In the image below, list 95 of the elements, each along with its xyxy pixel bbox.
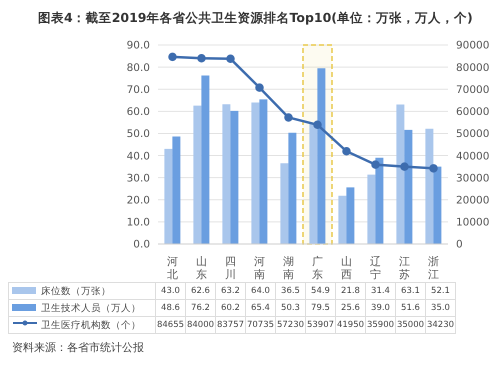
- data-label: 83757: [216, 316, 246, 334]
- point: [429, 164, 438, 173]
- y2-tick-label: 80000: [456, 62, 490, 74]
- y2-tick-label: 20000: [456, 194, 490, 207]
- point: [197, 54, 206, 63]
- data-label: 63.2: [216, 282, 246, 300]
- bar: [251, 102, 260, 244]
- bar: [164, 148, 172, 244]
- data-label: 53907: [306, 316, 336, 334]
- y-tick-label: 20.0: [126, 194, 150, 207]
- data-label: 25.6: [336, 300, 366, 316]
- data-label: 84000: [186, 316, 216, 334]
- data-label: 48.6: [156, 300, 186, 316]
- y-tick-label: 70.0: [126, 84, 150, 96]
- y2-tick-label: 70000: [456, 84, 490, 96]
- bar: [375, 158, 384, 244]
- y-tick-label: 60.0: [126, 106, 150, 118]
- data-label: 62.6: [186, 282, 216, 300]
- data-label: 57230: [276, 316, 306, 334]
- y-tick-label: 50.0: [126, 128, 150, 140]
- data-label: 64.0: [246, 282, 276, 300]
- x-tick-label: 山东: [196, 255, 207, 281]
- bar: [367, 174, 376, 244]
- x-tick-label: 河南: [254, 255, 265, 281]
- x-tick-label: 广东: [312, 255, 323, 281]
- data-label: 35900: [366, 316, 396, 334]
- data-label: 41950: [336, 316, 366, 334]
- bar: [338, 196, 346, 244]
- bar: [280, 163, 288, 244]
- legend-label: 卫生技术人员（万人）: [41, 302, 141, 314]
- y2-tick-label: 50000: [456, 128, 490, 140]
- data-label: 36.5: [276, 282, 306, 300]
- bar: [288, 132, 296, 244]
- bar: [259, 99, 268, 244]
- data-label: 21.8: [336, 282, 366, 300]
- point: [313, 120, 322, 130]
- data-label: 50.3: [276, 300, 306, 316]
- data-label: 63.1: [396, 282, 426, 300]
- bar: [346, 187, 354, 244]
- x-tick-label: 江苏: [399, 255, 410, 281]
- y2-tick-label: 10000: [456, 216, 490, 229]
- x-tick-label: 辽宁: [370, 255, 381, 281]
- point: [400, 162, 409, 171]
- bar: [317, 68, 326, 244]
- data-label: 65.4: [246, 300, 276, 316]
- y2-tick-label: 0: [456, 238, 463, 251]
- point: [226, 54, 235, 64]
- y2-tick-label: 60000: [456, 106, 490, 118]
- bar: [425, 128, 434, 244]
- bar: [433, 166, 442, 244]
- y-tick-label: 30.0: [126, 172, 150, 184]
- x-tick-label: 湖南: [283, 255, 294, 281]
- data-label: 31.4: [366, 282, 396, 300]
- x-tick-label: 山西: [341, 255, 352, 281]
- data-label: 52.1: [426, 282, 456, 300]
- bar: [404, 130, 412, 244]
- data-label: 35000: [396, 316, 426, 334]
- y-tick-label: 80.0: [126, 62, 150, 74]
- y-tick-label: 10.0: [126, 216, 150, 229]
- point: [342, 146, 351, 156]
- bar: [172, 136, 180, 244]
- bar: [309, 122, 318, 244]
- chart-title: 图表4：截至2019年各省公共卫生资源排名Top10(单位：万张，万人，个): [37, 9, 474, 27]
- y2-tick-label: 40000: [456, 150, 490, 162]
- data-label: 35.0: [426, 300, 456, 316]
- data-label: 70735: [246, 316, 276, 334]
- data-label: 51.6: [396, 300, 426, 316]
- y-tick-label: 90.0: [126, 40, 150, 52]
- point: [255, 83, 264, 92]
- bar: [222, 104, 230, 244]
- bar: [396, 104, 404, 244]
- data-label: 60.2: [216, 300, 246, 316]
- point: [284, 113, 293, 122]
- x-tick-label: 河北: [167, 255, 178, 281]
- y-tick-label: 40.0: [126, 150, 150, 162]
- data-label: 39.0: [366, 300, 396, 316]
- point: [168, 52, 177, 62]
- legend-label: 卫生医疗机构数（个）: [41, 320, 141, 331]
- point: [371, 160, 380, 169]
- x-tick-label: 四川: [225, 255, 236, 281]
- data-label: 79.5: [306, 300, 336, 316]
- bar: [201, 76, 210, 244]
- y-tick-label: 0.0: [133, 238, 150, 251]
- data-label: 34230: [426, 316, 456, 334]
- data-label: 84655: [156, 316, 186, 334]
- data-label: 43.0: [156, 282, 186, 300]
- bar: [193, 106, 202, 244]
- data-label: 54.9: [306, 282, 336, 300]
- legend-label: 床位数（万张）: [41, 286, 111, 296]
- x-tick-label: 浙江: [428, 255, 439, 281]
- bar: [230, 110, 238, 244]
- y2-tick-label: 30000: [456, 172, 490, 184]
- text: 资料来源：各省市统计公报: [11, 340, 145, 355]
- data-label: 76.2: [186, 300, 216, 316]
- y2-tick-label: 90000: [456, 40, 490, 52]
